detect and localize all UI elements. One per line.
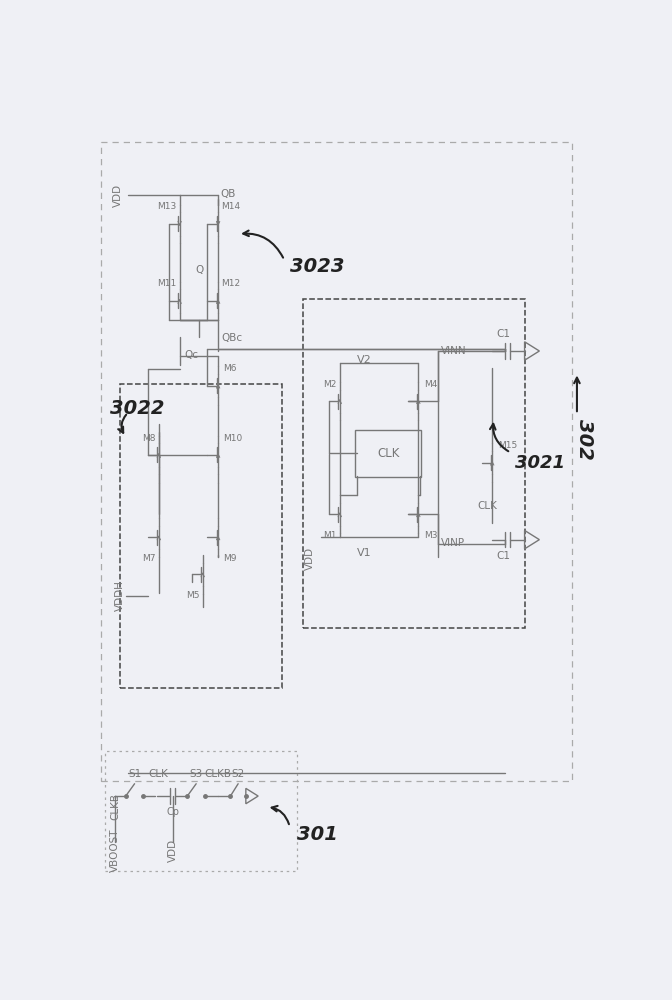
Text: QB: QB	[220, 189, 236, 199]
Text: S1: S1	[128, 769, 141, 779]
Text: M3: M3	[424, 531, 437, 540]
Text: M9: M9	[224, 554, 237, 563]
Text: M12: M12	[221, 279, 241, 288]
Text: CLKB: CLKB	[110, 793, 120, 820]
Text: VINP: VINP	[442, 538, 466, 548]
Text: 3023: 3023	[290, 257, 344, 276]
Text: M11: M11	[157, 279, 177, 288]
Text: VDDH: VDDH	[114, 580, 124, 611]
Text: M13: M13	[157, 202, 177, 211]
Text: VINN: VINN	[442, 346, 467, 356]
Text: 302: 302	[575, 419, 594, 460]
Text: VDD: VDD	[305, 547, 315, 570]
Text: M6: M6	[224, 364, 237, 373]
FancyBboxPatch shape	[85, 120, 603, 890]
Text: CLK: CLK	[478, 501, 497, 511]
Text: QBc: QBc	[221, 333, 243, 343]
Text: M2: M2	[323, 380, 337, 389]
Text: C1: C1	[497, 551, 511, 561]
Text: V1: V1	[357, 548, 372, 558]
Text: CLK: CLK	[377, 447, 399, 460]
Text: C1: C1	[497, 329, 511, 339]
Text: Q: Q	[196, 265, 204, 275]
Text: VDD: VDD	[113, 184, 123, 207]
Text: S2: S2	[232, 769, 245, 779]
Text: 3022: 3022	[110, 399, 165, 418]
Text: VBOOST: VBOOST	[110, 828, 120, 872]
Text: 3021: 3021	[515, 454, 565, 472]
Text: S3: S3	[190, 769, 203, 779]
Text: CLKB: CLKB	[204, 769, 232, 779]
Text: M7: M7	[142, 554, 156, 563]
Text: V2: V2	[357, 355, 372, 365]
Text: M14: M14	[221, 202, 241, 211]
Text: CLK: CLK	[148, 769, 168, 779]
Text: M8: M8	[142, 434, 156, 443]
Text: 301: 301	[298, 825, 338, 844]
Text: M5: M5	[186, 591, 200, 600]
Text: Qc: Qc	[184, 350, 198, 360]
Text: M15: M15	[498, 441, 517, 450]
Text: VDD: VDD	[168, 838, 177, 862]
Text: Cp: Cp	[166, 807, 179, 817]
Text: M4: M4	[424, 380, 437, 389]
Text: M10: M10	[224, 434, 243, 443]
Text: M1: M1	[323, 531, 337, 540]
